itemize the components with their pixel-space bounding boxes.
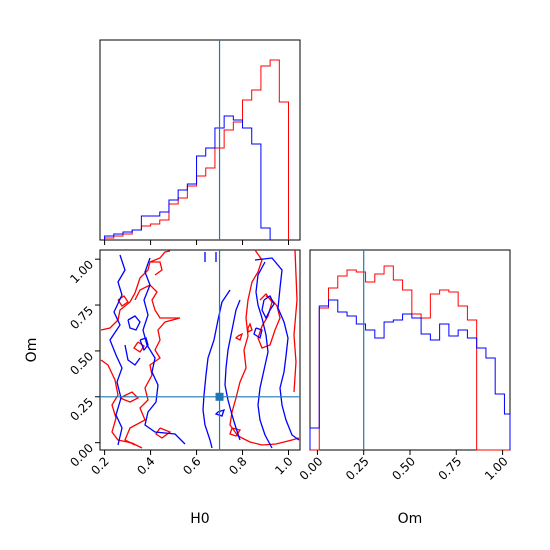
h0-histogram-ticks (104, 240, 290, 245)
blue-contour-mid-right (224, 257, 300, 441)
om-hist-series-2 (309, 299, 511, 450)
contour-y-tick-label-3: 0.50 (67, 349, 96, 378)
red-contour-outer-right (229, 249, 300, 446)
contour-truth-marker (215, 392, 224, 401)
contour-x-tick-label-5: 1.0 (272, 454, 295, 477)
contour-x-tick-label-2: 0.4 (134, 454, 157, 477)
red-contour-top-mid (150, 261, 163, 276)
h0-hist-series-2 (104, 115, 271, 240)
red-contour-inner-right (229, 293, 281, 437)
om-histogram-ticks: 0.00 0.25 0.50 0.75 1.00 (297, 450, 511, 483)
contour-frame (99, 249, 301, 451)
blue-contour-inner-right (214, 295, 275, 417)
om-x-tick-label-1: 0.00 (297, 454, 326, 483)
h0-om-contour-panel: 0.2 0.4 0.6 0.8 1.00.000.250.500.751.00 H0 O… (24, 249, 301, 527)
om-x-tick-label-3: 0.50 (389, 454, 418, 483)
om-x-tick-label-2: 0.25 (343, 454, 372, 483)
om-x-tick-label-4: 0.75 (436, 454, 465, 483)
om-hist-series-1 (310, 265, 510, 451)
contour-y-tick-label-5: 1.00 (67, 257, 96, 286)
blue-contour-outer-right (202, 261, 273, 449)
contour-y-tick-label-4: 0.75 (67, 303, 96, 332)
om-histogram-frame (309, 249, 511, 451)
om-histogram-series (309, 265, 511, 451)
contour-x-tick-label-4: 0.8 (226, 454, 249, 477)
blue-contour-outer-left (109, 254, 186, 446)
red-contour-outer-left (100, 250, 171, 449)
contour-lines (100, 249, 300, 449)
h0-histogram-panel (99, 39, 301, 245)
h0-histogram-frame (99, 39, 301, 241)
om-x-tick-label-5: 1.00 (482, 454, 511, 483)
contour-x-tick-label-1: 0.2 (88, 454, 111, 477)
contour-y-tick-label-2: 0.25 (67, 395, 96, 424)
red-contour-mid-left (119, 284, 181, 446)
om-x-axis-label: Om (398, 511, 423, 527)
contour-y-axis-label: Om (24, 338, 40, 363)
blue-contour-top-ticks (204, 252, 217, 262)
om-histogram-panel: 0.00 0.25 0.50 0.75 1.00 Om (297, 249, 511, 527)
h0-histogram-series (104, 59, 290, 240)
contour-x-axis-label: H0 (190, 511, 209, 527)
blue-contour-inner-left (124, 315, 149, 366)
contour-x-tick-label-3: 0.6 (180, 454, 203, 477)
